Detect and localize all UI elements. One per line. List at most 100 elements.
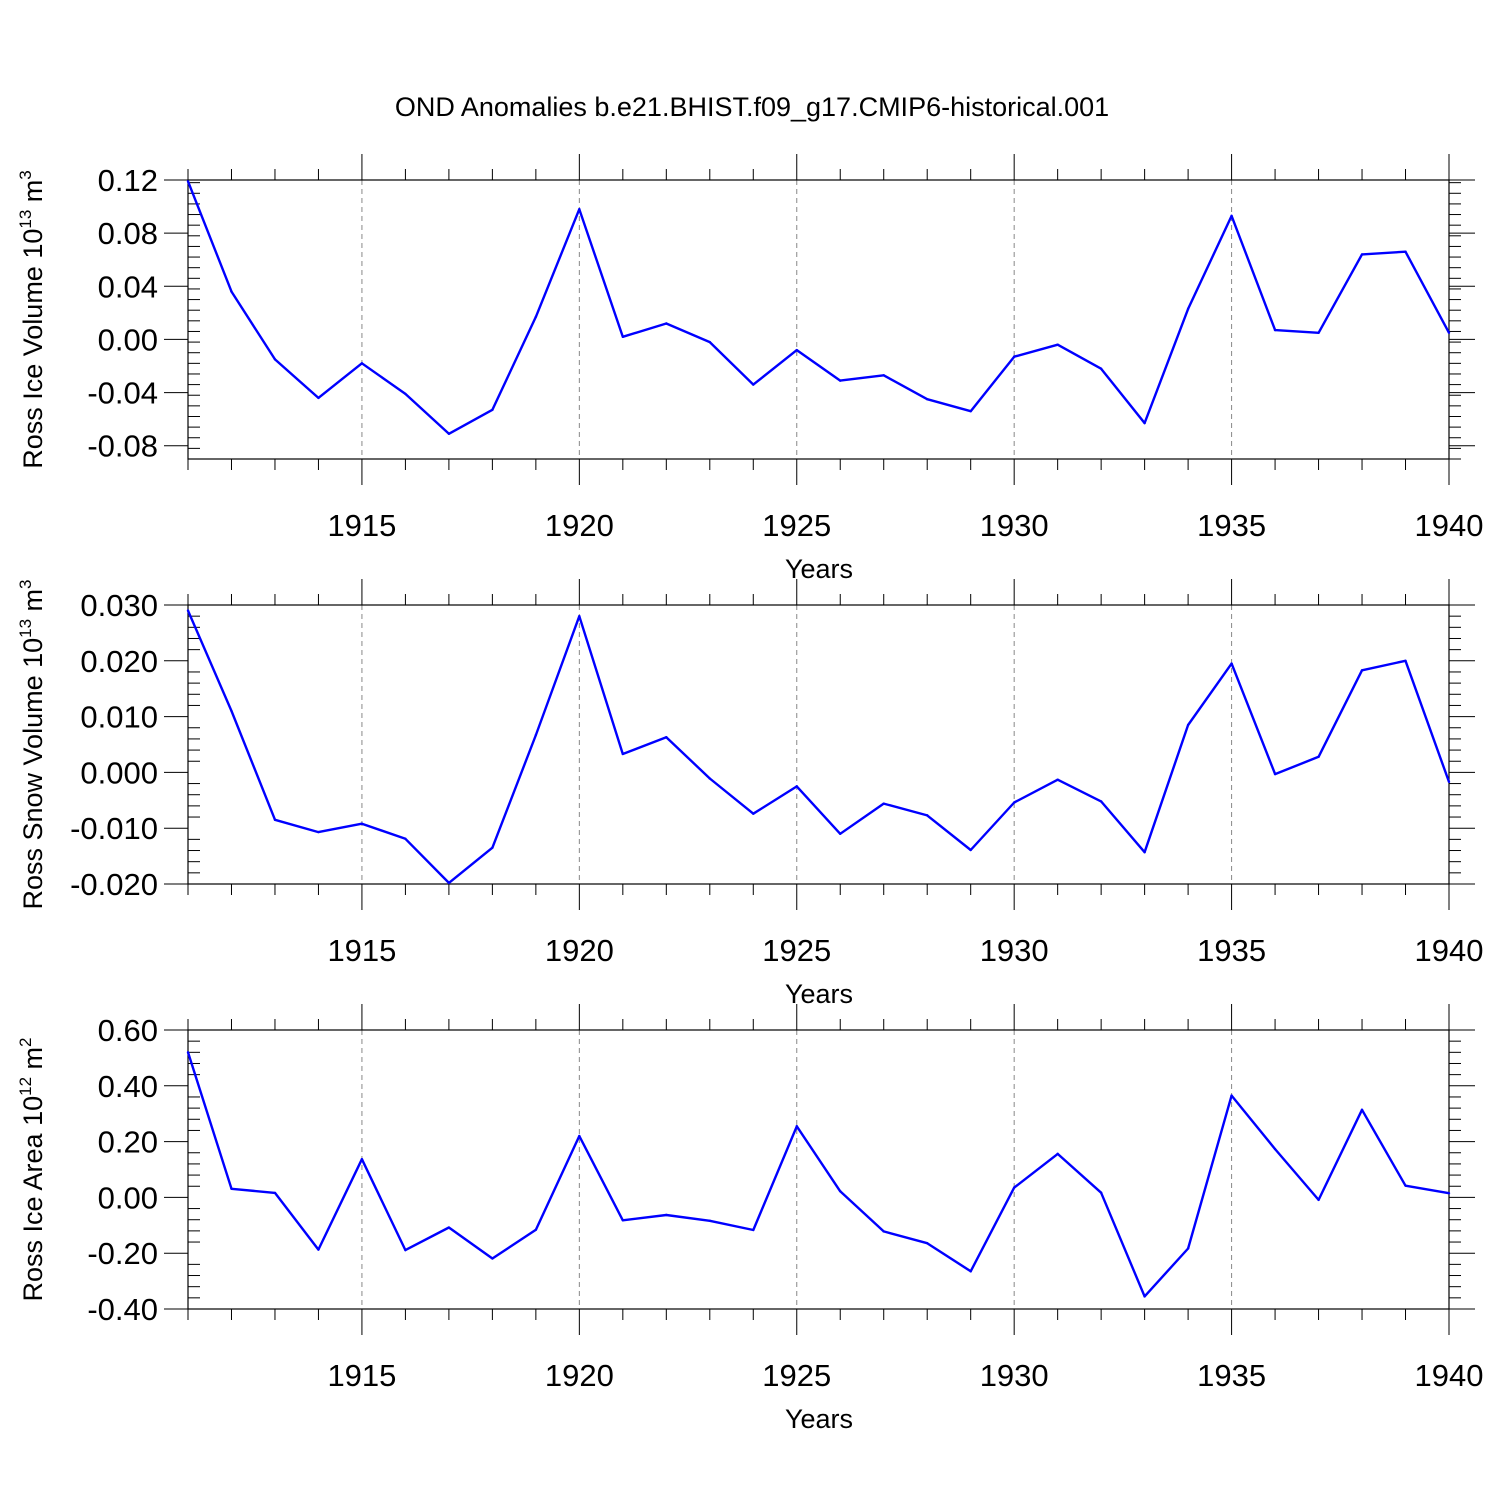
data-point (795, 785, 798, 788)
data-point (1447, 331, 1451, 334)
y-tick-label: 0.030 (80, 588, 158, 623)
y-tick-label: 0.000 (80, 755, 158, 790)
data-point (1230, 214, 1233, 218)
data-point (1056, 778, 1059, 781)
data-point (752, 1228, 755, 1232)
data-point (230, 1187, 233, 1190)
x-tick-label: 1940 (1415, 508, 1484, 543)
data-point (1404, 1184, 1407, 1187)
data-point (447, 1226, 451, 1229)
data-point (186, 609, 190, 612)
chart-panels: 0.12 0.08 0.04 0.00 -0.04 -0.08 1915 1920 1925 19… (16, 154, 1483, 1434)
x-tick-label: 1920 (545, 1358, 614, 1393)
data-point (534, 1228, 538, 1231)
data-point (795, 1125, 798, 1128)
data-point (1012, 801, 1016, 804)
y-tick-label: -0.08 (87, 429, 158, 464)
data-point (1186, 1247, 1190, 1250)
data-point (926, 814, 929, 817)
data-point (1317, 755, 1320, 758)
data-point (230, 709, 233, 713)
x-tick-label: 1935 (1197, 508, 1266, 543)
y-tick-label: 0.12 (98, 163, 158, 198)
data-point (1360, 253, 1364, 256)
data-point (708, 340, 711, 344)
y-tick-label: -0.20 (87, 1236, 158, 1271)
y-tick-label: 0.00 (98, 1180, 158, 1215)
x-tick-label: 1915 (327, 933, 396, 968)
data-point (404, 1248, 407, 1252)
data-point (1099, 1191, 1103, 1194)
data-point (491, 1257, 494, 1260)
data-point (1447, 780, 1451, 784)
data-point (752, 383, 755, 386)
data-point (491, 408, 494, 412)
data-point (1447, 1192, 1451, 1195)
y-tick-label: -0.010 (70, 811, 158, 846)
data-point (665, 736, 668, 739)
data-point (665, 1213, 668, 1217)
y-tick-label: 0.00 (98, 322, 158, 357)
data-point (273, 1191, 277, 1195)
data-point (1143, 1295, 1146, 1298)
data-point (534, 733, 538, 737)
x-tick-label: 1935 (1197, 1358, 1266, 1393)
data-point (752, 812, 755, 815)
x-tick-label: 1920 (545, 508, 614, 543)
data-point (534, 315, 538, 319)
series-line (186, 1051, 1450, 1298)
x-tick-label: 1935 (1197, 933, 1266, 968)
data-point (969, 409, 972, 413)
chart-panel-3: 0.60 0.40 0.20 0.00 -0.20 -0.40 1915 1920 1925 19… (16, 1004, 1483, 1434)
data-point (882, 802, 885, 805)
data-point (360, 362, 364, 365)
data-point (317, 396, 320, 400)
x-tick-label: 1930 (980, 1358, 1049, 1393)
data-point (404, 392, 407, 396)
data-point (882, 374, 885, 377)
data-point (230, 290, 233, 293)
data-point (1273, 328, 1277, 332)
data-point (578, 208, 581, 211)
data-point (926, 398, 929, 401)
data-point (273, 818, 277, 822)
data-point (839, 1190, 842, 1193)
data-point (1099, 800, 1103, 803)
x-tick-label: 1925 (762, 1358, 831, 1393)
data-point (491, 846, 494, 849)
data-point (447, 881, 451, 885)
data-point (273, 358, 277, 361)
data-point (1012, 355, 1016, 358)
data-point (1404, 250, 1407, 253)
plot-frame (187, 1029, 1450, 1310)
data-point (1186, 307, 1190, 311)
data-point (969, 848, 972, 852)
x-tick-label: 1915 (327, 508, 396, 543)
data-point (186, 180, 190, 183)
data-point (1099, 367, 1103, 370)
data-point (1230, 662, 1233, 665)
data-point (621, 1219, 625, 1222)
data-point (1143, 850, 1146, 854)
data-point (1317, 1198, 1320, 1202)
x-tick-label: 1930 (980, 933, 1049, 968)
data-point (360, 822, 364, 825)
data-point (1360, 669, 1364, 672)
data-point (708, 1219, 711, 1223)
data-point (926, 1241, 929, 1245)
data-point (969, 1270, 972, 1273)
chart-panel-2: 0.030 0.020 0.010 0.000 -0.010 -0.020 1915 1920… (16, 579, 1483, 1009)
data-point (360, 1157, 364, 1161)
data-point (1056, 1152, 1059, 1156)
data-point (621, 752, 625, 756)
plot-frame (187, 179, 1450, 460)
data-point (317, 830, 320, 834)
x-tick-label: 1920 (545, 933, 614, 968)
data-point (839, 832, 842, 835)
y-tick-label: 0.020 (80, 644, 158, 679)
y-tick-label: 0.40 (98, 1069, 158, 1104)
x-tick-label: 1940 (1415, 1358, 1484, 1393)
x-axis-label: Years (785, 1404, 853, 1434)
x-tick-label: 1915 (327, 1358, 396, 1393)
